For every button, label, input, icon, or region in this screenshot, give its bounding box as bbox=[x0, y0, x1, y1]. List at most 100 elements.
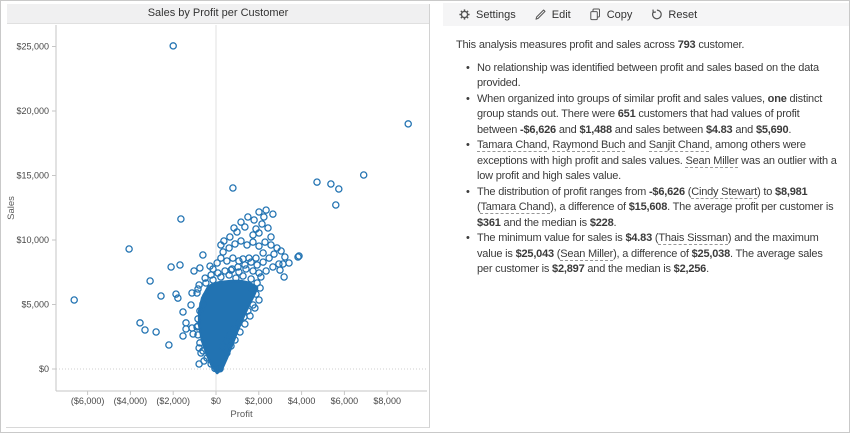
scatter-point[interactable] bbox=[226, 331, 234, 339]
scatter-point[interactable] bbox=[252, 290, 260, 298]
reset-button[interactable]: Reset bbox=[641, 5, 706, 24]
scatter-point[interactable] bbox=[189, 330, 197, 338]
scatter-point[interactable] bbox=[235, 257, 243, 265]
scatter-point[interactable] bbox=[165, 341, 173, 349]
scatter-point[interactable] bbox=[313, 178, 321, 186]
scatter-point[interactable] bbox=[213, 259, 221, 267]
scatter-point[interactable] bbox=[199, 347, 207, 355]
scatter-point[interactable] bbox=[187, 301, 195, 309]
scatter-point[interactable] bbox=[260, 213, 268, 221]
scatter-point[interactable] bbox=[209, 265, 217, 273]
customer-name-link[interactable]: Sanjit Chand bbox=[648, 139, 710, 152]
scatter-point[interactable] bbox=[176, 261, 184, 269]
scatter-point[interactable] bbox=[193, 289, 201, 297]
scatter-point[interactable] bbox=[202, 292, 210, 300]
scatter-point[interactable] bbox=[231, 336, 239, 344]
scatter-point[interactable] bbox=[294, 253, 302, 261]
scatter-point[interactable] bbox=[193, 323, 201, 331]
scatter-point[interactable] bbox=[125, 245, 133, 253]
scatter-point[interactable] bbox=[228, 265, 236, 273]
scatter-point[interactable] bbox=[243, 241, 251, 249]
scatter-point[interactable] bbox=[231, 240, 239, 248]
scatter-point[interactable] bbox=[281, 253, 289, 261]
scatter-point[interactable] bbox=[172, 290, 180, 298]
scatter-point[interactable] bbox=[262, 267, 270, 275]
scatter-point[interactable] bbox=[244, 213, 252, 221]
scatter-point[interactable] bbox=[259, 249, 267, 257]
scatter-point-sean-miller[interactable] bbox=[169, 42, 177, 50]
scatter-point[interactable] bbox=[267, 241, 275, 249]
scatter-point[interactable] bbox=[179, 308, 187, 316]
customer-name-link[interactable]: Cindy Stewart bbox=[691, 185, 758, 199]
scatter-point[interactable] bbox=[157, 292, 165, 300]
scatter-point[interactable] bbox=[196, 339, 204, 347]
scatter-point[interactable] bbox=[214, 269, 222, 277]
scatter-point[interactable] bbox=[203, 354, 211, 362]
scatter-point[interactable] bbox=[233, 228, 241, 236]
scatter-point[interactable] bbox=[182, 325, 190, 333]
scatter-point[interactable] bbox=[264, 224, 272, 232]
scatter-point[interactable] bbox=[194, 285, 202, 293]
scatter-point[interactable] bbox=[247, 258, 255, 266]
customer-name-link[interactable]: Tamara Chand bbox=[480, 201, 551, 214]
scatter-point[interactable] bbox=[194, 322, 202, 330]
scatter-point[interactable] bbox=[197, 349, 205, 357]
scatter-point[interactable] bbox=[247, 275, 255, 283]
scatter-point[interactable] bbox=[242, 265, 250, 273]
customer-name-link[interactable]: Sean Miller bbox=[560, 247, 614, 261]
scatter-point[interactable] bbox=[225, 271, 233, 279]
scatter-point[interactable] bbox=[247, 284, 255, 292]
scatter-point[interactable] bbox=[216, 364, 224, 373]
customer-name-link[interactable]: Tamara Chand bbox=[477, 139, 547, 152]
scatter-point[interactable] bbox=[196, 264, 204, 272]
scatter-point[interactable] bbox=[218, 343, 226, 351]
scatter-point[interactable] bbox=[269, 263, 277, 271]
scatter-point[interactable] bbox=[277, 247, 285, 255]
scatter-point[interactable] bbox=[252, 254, 260, 262]
scatter-point[interactable] bbox=[259, 258, 267, 266]
scatter-point[interactable] bbox=[239, 272, 247, 280]
scatter-point[interactable] bbox=[255, 269, 263, 277]
scatter-point[interactable] bbox=[285, 259, 293, 267]
scatter-point-raymond-buch[interactable] bbox=[359, 171, 368, 179]
scatter-point[interactable] bbox=[249, 267, 257, 275]
scatter-point[interactable] bbox=[255, 229, 263, 237]
scatter-point[interactable] bbox=[237, 237, 245, 245]
scatter-point[interactable] bbox=[258, 220, 266, 228]
scatter-point-cindy-stewart[interactable] bbox=[70, 296, 78, 304]
scatter-point[interactable] bbox=[221, 267, 229, 275]
scatter-point-sanjit-chand[interactable] bbox=[335, 185, 343, 193]
scatter-point[interactable] bbox=[207, 360, 215, 368]
scatter-point[interactable] bbox=[141, 326, 149, 334]
scatter-point[interactable] bbox=[270, 250, 278, 258]
scatter-point[interactable] bbox=[223, 257, 231, 265]
scatter-point[interactable] bbox=[195, 360, 203, 368]
scatter-point[interactable] bbox=[265, 254, 273, 262]
scatter-point-tamara-chand[interactable] bbox=[404, 120, 412, 128]
scatter-point[interactable] bbox=[227, 342, 235, 350]
scatter-point[interactable] bbox=[182, 319, 190, 327]
copy-button[interactable]: Copy bbox=[580, 5, 642, 24]
scatter-point[interactable] bbox=[275, 260, 283, 268]
scatter-point[interactable] bbox=[136, 319, 144, 327]
scatter-point[interactable] bbox=[195, 281, 203, 289]
scatter-point[interactable] bbox=[235, 268, 243, 276]
scatter-point[interactable] bbox=[179, 332, 187, 340]
scatter-point[interactable] bbox=[332, 201, 340, 209]
scatter-point[interactable] bbox=[167, 263, 175, 271]
scatter-point[interactable] bbox=[174, 294, 182, 302]
scatter-point[interactable] bbox=[241, 261, 249, 269]
scatter-point[interactable] bbox=[267, 233, 275, 241]
scatter-point[interactable] bbox=[241, 320, 249, 328]
scatter-point[interactable] bbox=[245, 254, 253, 262]
scatter-point[interactable] bbox=[146, 277, 154, 285]
scatter-point[interactable] bbox=[223, 349, 231, 357]
scatter-point[interactable] bbox=[253, 261, 261, 269]
scatter-point[interactable] bbox=[190, 267, 198, 275]
scatter-point[interactable] bbox=[237, 218, 245, 226]
scatter-point[interactable] bbox=[202, 279, 210, 287]
scatter-point[interactable] bbox=[280, 273, 288, 281]
scatter-point[interactable] bbox=[255, 296, 263, 304]
scatter-point[interactable] bbox=[219, 248, 227, 256]
scatter-point[interactable] bbox=[262, 206, 270, 214]
